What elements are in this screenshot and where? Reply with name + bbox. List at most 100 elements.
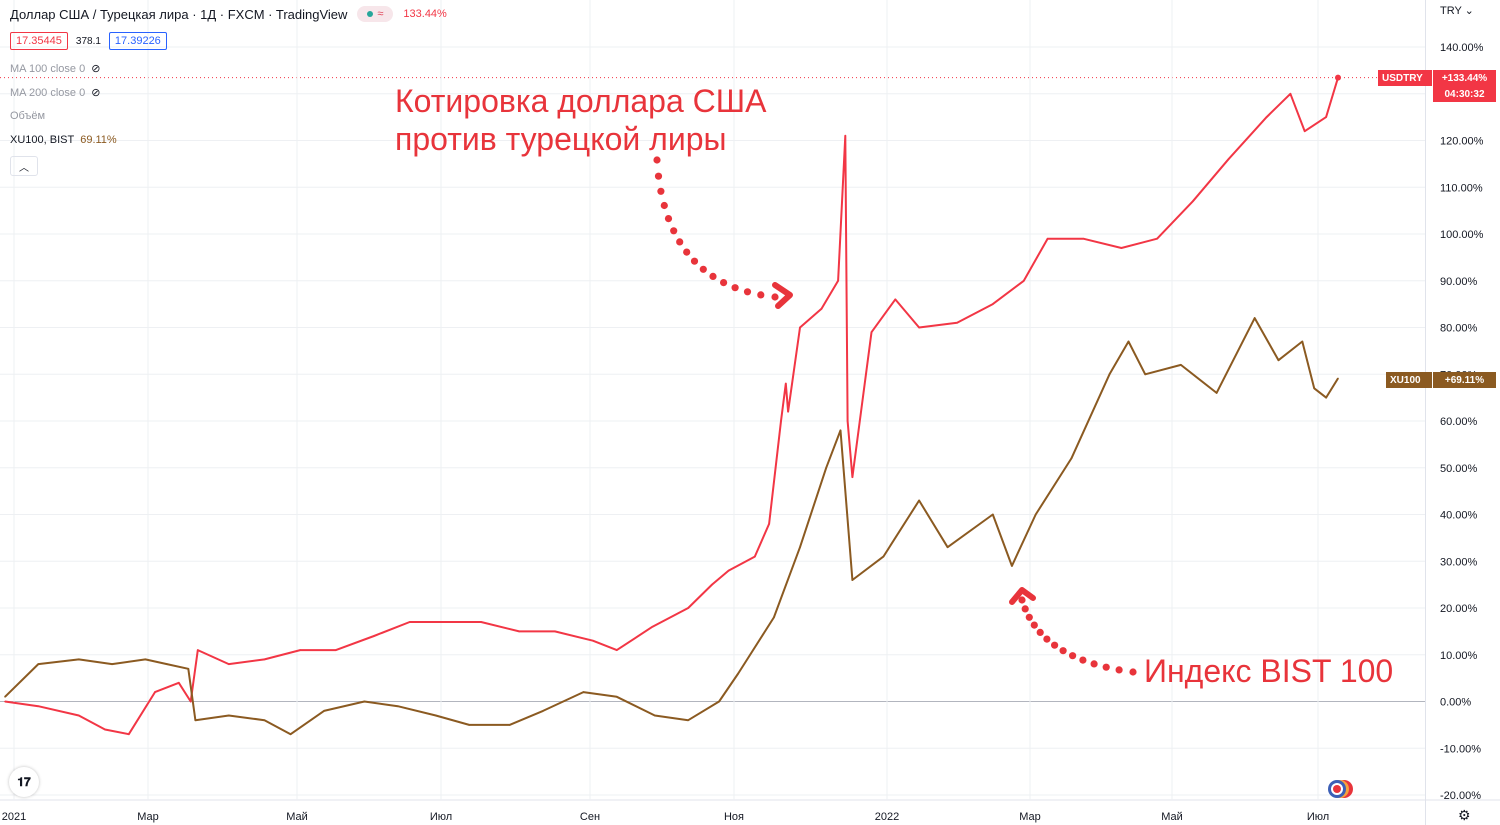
data-point: [554, 630, 556, 633]
sell-price-button[interactable]: 17.35445: [10, 32, 68, 50]
data-point: [111, 663, 113, 665]
data-point: [408, 621, 411, 623]
currency-selector[interactable]: TRY ⌄: [1440, 4, 1474, 17]
legend-ma100[interactable]: MA 100 close 0 ⊘: [10, 62, 101, 76]
arrow-head: [1009, 587, 1036, 605]
data-point: [616, 649, 618, 651]
collapse-legend-button[interactable]: ︿: [10, 156, 38, 176]
data-point: [228, 714, 230, 717]
market-status-badge[interactable]: ≈: [357, 6, 394, 22]
arrow-dot: [720, 279, 728, 287]
data-point: [956, 322, 958, 324]
data-point: [799, 326, 801, 329]
data-point: [727, 569, 730, 572]
data-point: [1127, 340, 1130, 343]
data-point: [542, 710, 544, 712]
data-point: [799, 546, 801, 548]
arrow-dot: [1025, 613, 1033, 621]
price-row: 17.35445 378.1 17.39226: [10, 32, 167, 50]
arrow-dot: [1051, 641, 1059, 649]
chevron-up-icon: ︿: [19, 162, 29, 174]
compare-symbol: XU100, BIST: [10, 134, 75, 146]
data-point: [189, 700, 192, 703]
data-point: [37, 705, 40, 707]
chart-title[interactable]: Доллар США / Турецкая лира · 1Д · FXCM ·…: [10, 6, 348, 22]
data-point: [1034, 513, 1037, 516]
data-point: [363, 700, 366, 703]
data-point: [194, 719, 197, 721]
data-point: [166, 663, 168, 665]
data-point: [616, 696, 618, 698]
data-point: [820, 308, 823, 310]
tradingview-logo-icon[interactable]: 𝟏𝟕: [9, 767, 39, 797]
arrow-dot: [657, 187, 665, 195]
data-point: [837, 280, 839, 282]
y-tick-label: -10.00%: [1440, 743, 1481, 755]
eye-off-icon[interactable]: ⊘: [91, 87, 101, 99]
data-point: [78, 714, 80, 717]
x-tick-label: 2022: [875, 811, 899, 823]
gear-icon[interactable]: ⚙: [1458, 807, 1471, 823]
data-point: [373, 635, 375, 637]
data-point: [870, 331, 873, 334]
buy-price-button[interactable]: 17.39226: [108, 32, 167, 50]
arrow-dot: [1069, 652, 1077, 660]
data-point: [592, 639, 594, 642]
xu-symbol-tag: XU100: [1386, 372, 1432, 388]
data-point: [687, 607, 689, 609]
data-point: [825, 467, 827, 469]
data-point: [687, 719, 689, 721]
legend-volume[interactable]: Объём: [10, 110, 45, 122]
eye-off-icon[interactable]: ⊘: [91, 63, 101, 75]
data-point: [1215, 392, 1218, 394]
data-point: [851, 476, 854, 478]
symbol-header: Доллар США / Турецкая лира · 1Д · FXCM ·…: [10, 6, 447, 22]
data-point: [1108, 373, 1111, 376]
data-point: [785, 382, 787, 385]
series-line-usdtry[interactable]: [4, 77, 1339, 736]
usd-symbol-tag: USDTRY: [1378, 70, 1432, 86]
usd-annotation: Котировка доллара США против турецкой ли…: [395, 82, 766, 158]
data-point: [518, 630, 520, 633]
data-point: [737, 672, 739, 675]
data-point: [1070, 457, 1073, 460]
arrow-dot: [1036, 628, 1044, 637]
arrow-dot: [1018, 596, 1026, 604]
data-point: [1156, 237, 1158, 240]
arrow-dot: [1043, 635, 1051, 643]
data-point: [468, 724, 471, 726]
data-point: [78, 658, 80, 661]
data-point: [508, 724, 511, 726]
data-point: [918, 326, 920, 329]
y-tick-label: 10.00%: [1440, 650, 1478, 662]
legend-compare[interactable]: XU100, BIST 69.11%: [10, 134, 117, 146]
data-point: [263, 658, 266, 661]
ma100-label: MA 100 close 0: [10, 62, 86, 75]
data-point: [435, 714, 437, 717]
data-point: [4, 700, 6, 703]
data-point: [335, 649, 337, 651]
arrow-head: [772, 282, 793, 309]
data-point: [1227, 158, 1230, 160]
data-point: [846, 420, 849, 422]
data-point: [1180, 364, 1182, 366]
x-tick-label: Сен: [580, 811, 600, 823]
x-tick-label: Июл: [430, 811, 452, 823]
x-tick-label: Май: [1161, 811, 1183, 823]
y-tick-label: 80.00%: [1440, 323, 1478, 335]
y-tick-label: 20.00%: [1440, 603, 1478, 615]
legend-ma200[interactable]: MA 200 close 0 ⊘: [10, 86, 101, 100]
change-percent: 133.44%: [403, 8, 447, 20]
data-point: [1277, 359, 1280, 362]
volume-label: Объём: [10, 110, 46, 122]
compare-value: 69.11%: [80, 134, 117, 146]
arrow-dot: [1090, 660, 1098, 668]
data-point: [711, 583, 713, 586]
arrow-dot: [670, 227, 678, 235]
data-point: [718, 700, 720, 703]
data-point: [299, 649, 302, 651]
series-line-xu100[interactable]: [4, 317, 1339, 736]
data-point: [773, 616, 775, 619]
flags-icon[interactable]: [1328, 778, 1354, 800]
